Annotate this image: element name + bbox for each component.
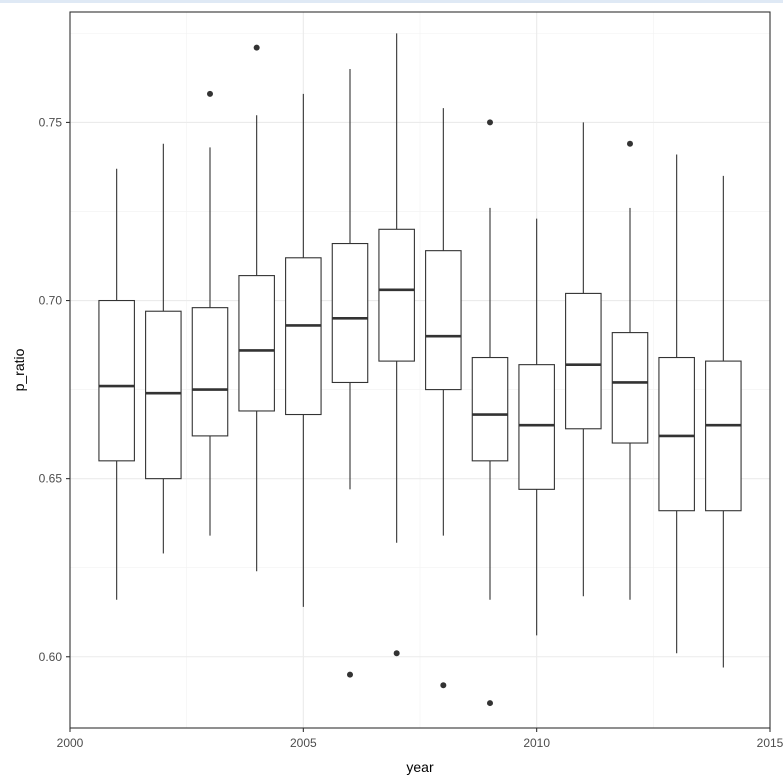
box-2010 bbox=[518, 218, 555, 636]
box-body bbox=[705, 360, 742, 512]
box-body bbox=[565, 292, 602, 430]
box-body bbox=[285, 257, 322, 416]
box-body bbox=[518, 364, 555, 490]
y-tick-label: 0.75 bbox=[39, 115, 63, 129]
x-axis-title: year bbox=[406, 759, 434, 775]
panel-border bbox=[69, 11, 771, 729]
x-tick-label: 2010 bbox=[523, 736, 550, 750]
outlier-point bbox=[253, 44, 260, 51]
box-2004 bbox=[238, 44, 275, 572]
box-body bbox=[331, 242, 369, 384]
box-2003 bbox=[191, 90, 229, 536]
outlier-point bbox=[487, 119, 493, 126]
outlier-point bbox=[347, 671, 353, 678]
window-top-border bbox=[0, 0, 783, 3]
box-body bbox=[425, 250, 462, 391]
y-axis: 0.60 0.65 0.70 0.75 bbox=[39, 115, 70, 664]
x-tick-label: 2000 bbox=[57, 736, 84, 750]
box-body bbox=[98, 299, 135, 462]
outlier-point bbox=[393, 650, 400, 657]
box-body bbox=[378, 228, 415, 362]
box-2013 bbox=[658, 154, 695, 654]
box-2012 bbox=[611, 140, 649, 600]
box-2014 bbox=[705, 175, 742, 668]
outlier-point bbox=[487, 700, 493, 707]
y-tick-label: 0.65 bbox=[39, 472, 63, 486]
box-body bbox=[611, 332, 649, 444]
box-2007 bbox=[378, 33, 415, 657]
outlier-point bbox=[440, 682, 447, 689]
box-2011 bbox=[565, 122, 602, 597]
box-body bbox=[145, 310, 182, 480]
outlier-point bbox=[207, 90, 213, 97]
box-2002 bbox=[145, 143, 182, 554]
box-series bbox=[98, 33, 742, 707]
x-tick-label: 2005 bbox=[290, 736, 317, 750]
grid-minor bbox=[70, 12, 770, 728]
box-2008 bbox=[425, 108, 462, 689]
box-body bbox=[658, 356, 695, 512]
box-2001 bbox=[98, 168, 135, 600]
box-body bbox=[238, 275, 275, 412]
box-2006 bbox=[331, 68, 369, 678]
x-axis: 2000 2005 2010 2015 bbox=[57, 728, 783, 750]
outlier-point bbox=[627, 140, 633, 147]
x-tick-label: 2015 bbox=[757, 736, 783, 750]
box-2005 bbox=[285, 93, 322, 607]
y-tick-label: 0.70 bbox=[39, 294, 63, 308]
y-tick-label: 0.60 bbox=[39, 650, 63, 664]
y-axis-title: p_ratio bbox=[11, 348, 27, 391]
box-body bbox=[471, 356, 509, 462]
box-2009 bbox=[471, 119, 509, 707]
box-body bbox=[191, 307, 229, 437]
